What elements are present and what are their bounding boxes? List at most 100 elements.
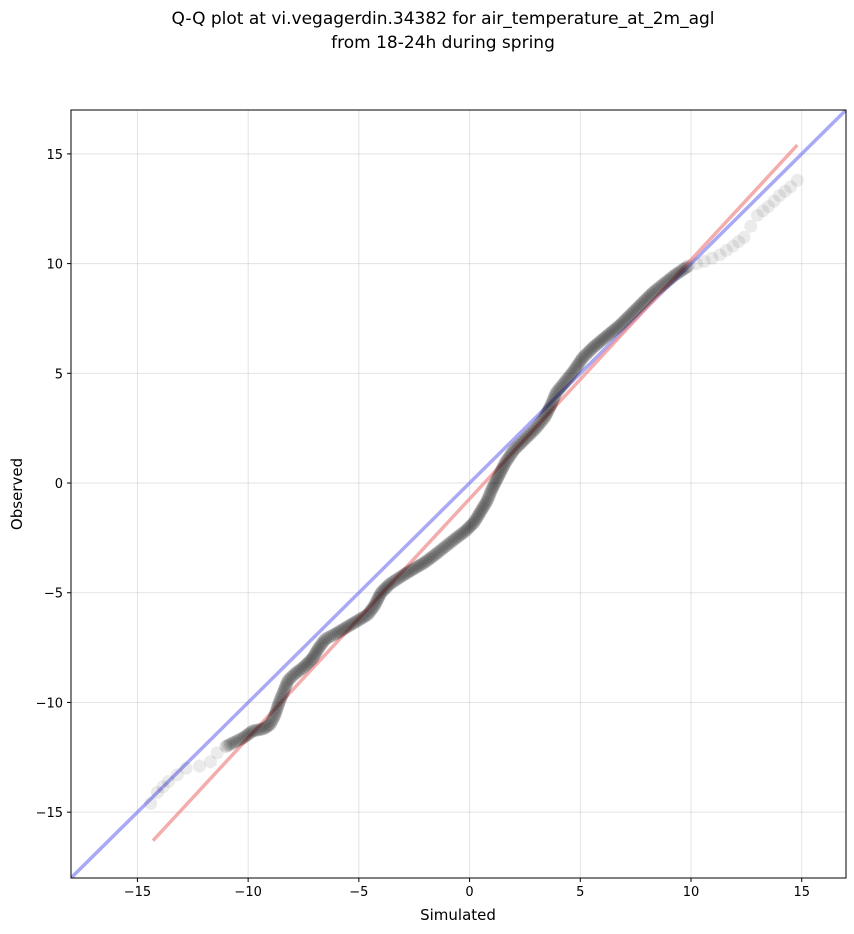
quantile-point (235, 732, 248, 746)
quantile-point (503, 449, 517, 463)
quantile-point (545, 397, 558, 411)
quantile-point (271, 698, 285, 712)
quantile-point (276, 687, 290, 701)
quantile-point (626, 306, 640, 320)
y-tick-label: 5 (55, 367, 63, 382)
reference-lines (71, 110, 846, 878)
quantile-point (257, 722, 271, 736)
quantile-point (378, 581, 392, 595)
quantile-point (583, 343, 597, 357)
quantile-point (438, 540, 452, 554)
quantile-point (351, 613, 365, 627)
quantile-point (369, 595, 383, 609)
quantile-point (690, 257, 704, 271)
quantile-point (533, 416, 547, 430)
quantile-point (496, 460, 510, 474)
quantile-point (623, 309, 637, 323)
quantile-point (540, 406, 554, 420)
quantile-point (284, 670, 298, 684)
quantile-point (485, 483, 499, 497)
quantile-point (489, 473, 503, 487)
quantile-point (744, 219, 758, 233)
quantile-point (228, 735, 242, 749)
quantile-point (353, 612, 367, 626)
quantile-point (488, 477, 502, 491)
quantile-point (544, 399, 558, 413)
quantile-point (680, 260, 694, 274)
x-tick-label: 15 (793, 885, 810, 900)
quantile-point (475, 503, 489, 517)
y-axis-label: Observed (8, 458, 26, 530)
quantile-point (672, 265, 686, 279)
y-tick-label: −5 (44, 587, 63, 602)
quantile-point (590, 337, 604, 351)
quantile-point (286, 669, 300, 683)
quantile-point (248, 724, 262, 738)
quantile-point (555, 379, 569, 393)
quantile-point (476, 501, 490, 515)
quantile-point (592, 336, 606, 350)
quantile-point (663, 272, 677, 286)
chart-title-line-1: Q-Q plot at vi.vegagerdin.34382 for air_… (171, 9, 714, 29)
quantile-point (374, 586, 388, 600)
quantile-point (595, 333, 609, 347)
quantile-point (283, 672, 297, 686)
quantile-point (616, 315, 630, 329)
quantile-point (375, 584, 389, 598)
quantile-point (453, 528, 467, 542)
quantile-point (491, 469, 505, 483)
quantile-point (508, 442, 522, 456)
quantile-point (385, 576, 399, 590)
quantile-point (365, 602, 379, 616)
quantile-point (244, 725, 258, 739)
quantile-point (493, 466, 507, 480)
chart-title-line-2: from 18-24h during spring (331, 33, 555, 53)
y-tick-label: 10 (46, 258, 63, 273)
quantile-point (279, 678, 293, 692)
quantile-point (344, 618, 358, 632)
quantile-point (603, 326, 617, 340)
quantile-point (529, 421, 543, 435)
quantile-point (732, 235, 746, 249)
quantile-point (380, 580, 394, 594)
quantile-point (273, 693, 287, 707)
quantile-point (268, 706, 282, 720)
quantile-point (577, 349, 591, 363)
quantile-point (381, 578, 395, 592)
quantile-point (447, 532, 461, 546)
quantile-point (502, 451, 516, 465)
quantile-point (737, 230, 751, 244)
quantile-point (371, 591, 385, 605)
quantile-point (331, 625, 345, 639)
quantile-point (305, 652, 319, 666)
quantile-point (223, 737, 237, 751)
quantile-point (313, 639, 327, 653)
quantile-point (411, 559, 425, 573)
quantile-point (280, 676, 294, 690)
quantile-point (415, 557, 429, 571)
quantile-point (504, 447, 518, 461)
quantile-points (144, 173, 804, 810)
quantile-point (210, 746, 224, 760)
quantile-point (637, 295, 651, 309)
quantile-point (569, 360, 583, 374)
quantile-point (442, 537, 456, 551)
quantile-point (237, 731, 251, 745)
quantile-point (618, 313, 632, 327)
quantile-point (390, 572, 404, 586)
quantile-point (363, 604, 377, 618)
quantile-point (598, 330, 612, 344)
quantile-point (468, 514, 482, 528)
quantile-point (204, 755, 217, 769)
quantile-point (619, 312, 633, 326)
quantile-point (339, 621, 353, 635)
quantile-point (311, 642, 325, 656)
quantile-point (538, 410, 552, 424)
quantile-point (547, 390, 561, 404)
quantile-point (674, 264, 688, 278)
quantile-point (242, 727, 256, 741)
quantile-point (350, 614, 364, 628)
quantile-point (306, 650, 320, 664)
quantile-point (669, 268, 682, 282)
quantile-point (424, 551, 438, 565)
